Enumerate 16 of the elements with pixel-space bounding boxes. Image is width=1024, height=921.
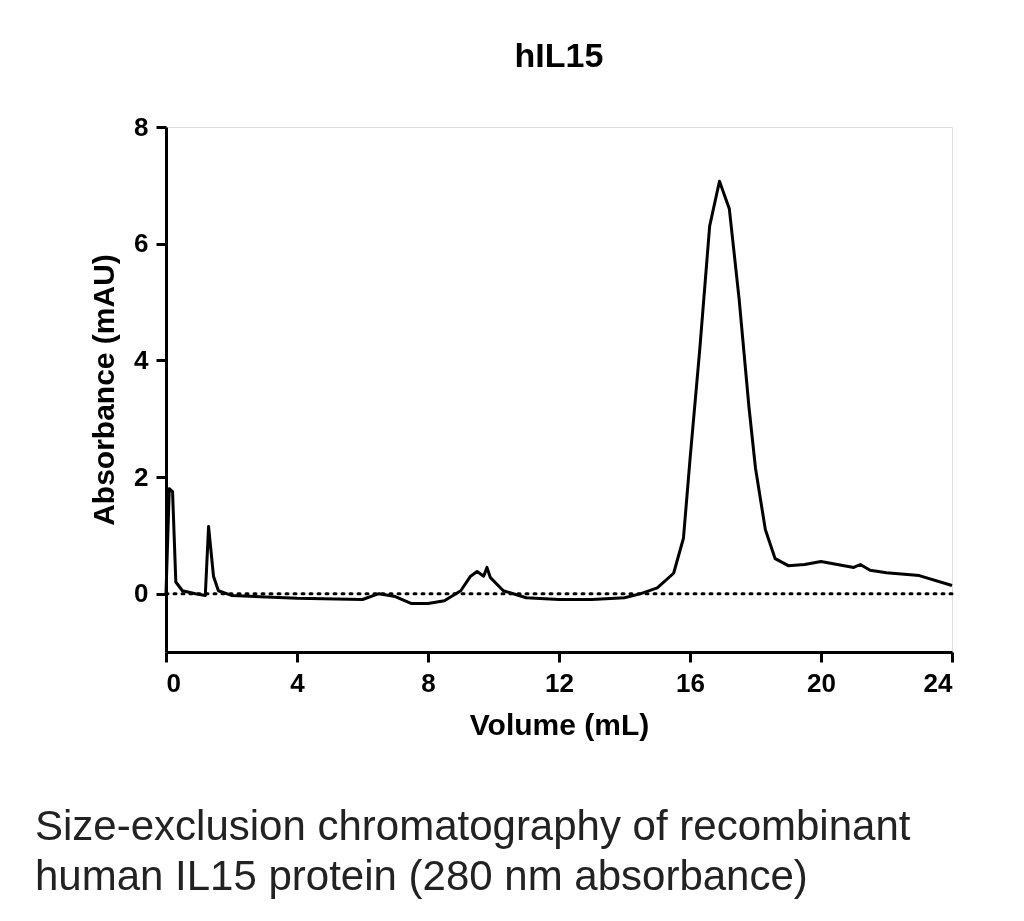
x-tick-label: 12 <box>545 667 574 698</box>
x-tick-label: 20 <box>807 667 836 698</box>
x-tick-label: 24 <box>923 667 954 698</box>
y-tick-label: 2 <box>134 461 149 492</box>
text: Size-exclusion chromatography of recombinant human IL15 protein (280 nm absorbance) <box>35 802 911 899</box>
x-axis-title: Volume (mL) <box>469 707 650 741</box>
y-axis-title: Absorbance (mAU) <box>87 254 121 526</box>
y-tick-label: 0 <box>134 578 149 609</box>
y-tick-label: 4 <box>134 344 150 375</box>
y-tick-label: 8 <box>134 111 149 142</box>
x-tick-label: 8 <box>421 667 436 698</box>
y-tick-label: 6 <box>134 228 149 259</box>
x-tick-label: 4 <box>290 667 306 698</box>
chart-title: hIL15 <box>514 36 604 74</box>
x-tick-label: 16 <box>676 667 705 698</box>
x-tick-label: 0 <box>166 667 181 698</box>
